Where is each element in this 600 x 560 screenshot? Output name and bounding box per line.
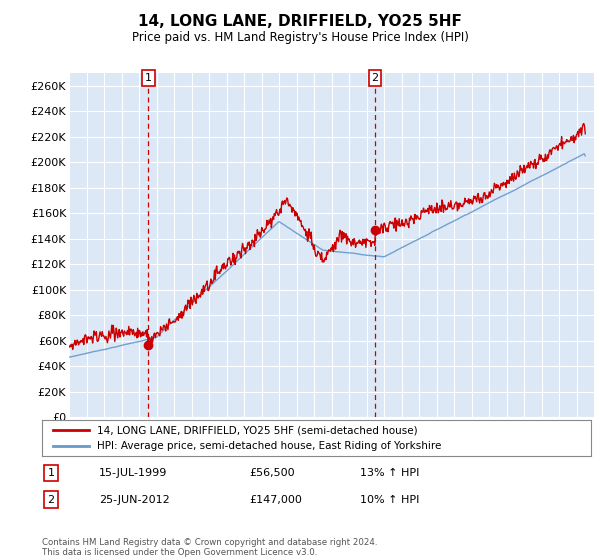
Text: 10% ↑ HPI: 10% ↑ HPI <box>360 494 419 505</box>
Text: 14, LONG LANE, DRIFFIELD, YO25 5HF (semi-detached house): 14, LONG LANE, DRIFFIELD, YO25 5HF (semi… <box>97 425 418 435</box>
Text: 1: 1 <box>145 73 152 83</box>
Text: 13% ↑ HPI: 13% ↑ HPI <box>360 468 419 478</box>
Text: Price paid vs. HM Land Registry's House Price Index (HPI): Price paid vs. HM Land Registry's House … <box>131 31 469 44</box>
Text: 2: 2 <box>371 73 379 83</box>
Text: 15-JUL-1999: 15-JUL-1999 <box>99 468 167 478</box>
Text: 2: 2 <box>47 494 55 505</box>
Text: 14, LONG LANE, DRIFFIELD, YO25 5HF: 14, LONG LANE, DRIFFIELD, YO25 5HF <box>138 14 462 29</box>
Text: Contains HM Land Registry data © Crown copyright and database right 2024.
This d: Contains HM Land Registry data © Crown c… <box>42 538 377 557</box>
Text: 25-JUN-2012: 25-JUN-2012 <box>99 494 170 505</box>
Text: 1: 1 <box>47 468 55 478</box>
Text: £147,000: £147,000 <box>249 494 302 505</box>
Text: £56,500: £56,500 <box>249 468 295 478</box>
Text: HPI: Average price, semi-detached house, East Riding of Yorkshire: HPI: Average price, semi-detached house,… <box>97 441 441 451</box>
